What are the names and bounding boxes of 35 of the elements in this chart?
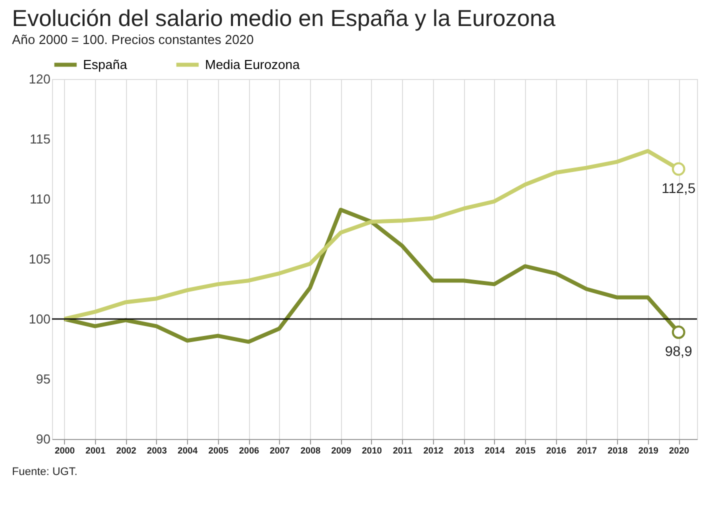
x-tick-label: 2011: [392, 446, 412, 456]
x-tick-label: 2006: [239, 446, 260, 456]
y-tick-label: 100: [28, 312, 50, 326]
x-tick-label: 2015: [515, 446, 536, 456]
chart-title: Evolución del salario medio en España y la Eurozona: [12, 5, 556, 31]
x-tick-label: 2000: [54, 446, 75, 456]
x-tick-label: 2017: [576, 446, 597, 456]
x-tick-label: 2016: [546, 446, 566, 456]
x-tick-label: 2003: [146, 446, 167, 456]
x-tick-label: 2009: [331, 446, 352, 456]
x-tick-label: 2002: [116, 446, 136, 456]
y-tick-label: 110: [30, 192, 50, 206]
x-tick-label: 2008: [300, 446, 321, 456]
x-tick-label: 2007: [270, 446, 290, 456]
x-tick-label: 2020: [669, 446, 690, 456]
legend-label: España: [83, 56, 128, 72]
y-tick-label: 120: [28, 72, 50, 86]
y-tick-label: 115: [30, 132, 50, 146]
x-tick-label: 2012: [423, 446, 444, 456]
x-tick-label: 2013: [454, 446, 474, 456]
annotation: 112,5: [662, 180, 696, 196]
x-tick-label: 2014: [484, 446, 505, 456]
x-tick-label: 2019: [638, 446, 658, 456]
x-tick-label: 2001: [85, 446, 106, 456]
source-note: Fuente: UGT.: [12, 466, 78, 478]
x-tick-label: 2004: [178, 446, 198, 456]
y-tick-label: 90: [36, 432, 50, 446]
y-tick-label: 105: [28, 252, 50, 266]
x-tick-label: 2010: [362, 446, 382, 456]
annotation: 98,9: [664, 343, 692, 360]
legend-label: Media Eurozona: [205, 56, 300, 72]
chart-subtitle: Año 2000 = 100. Precios constantes 2020: [12, 32, 254, 47]
x-tick-label: 2018: [608, 446, 628, 456]
x-tick-label: 2005: [208, 446, 228, 456]
y-tick-label: 95: [36, 372, 50, 386]
